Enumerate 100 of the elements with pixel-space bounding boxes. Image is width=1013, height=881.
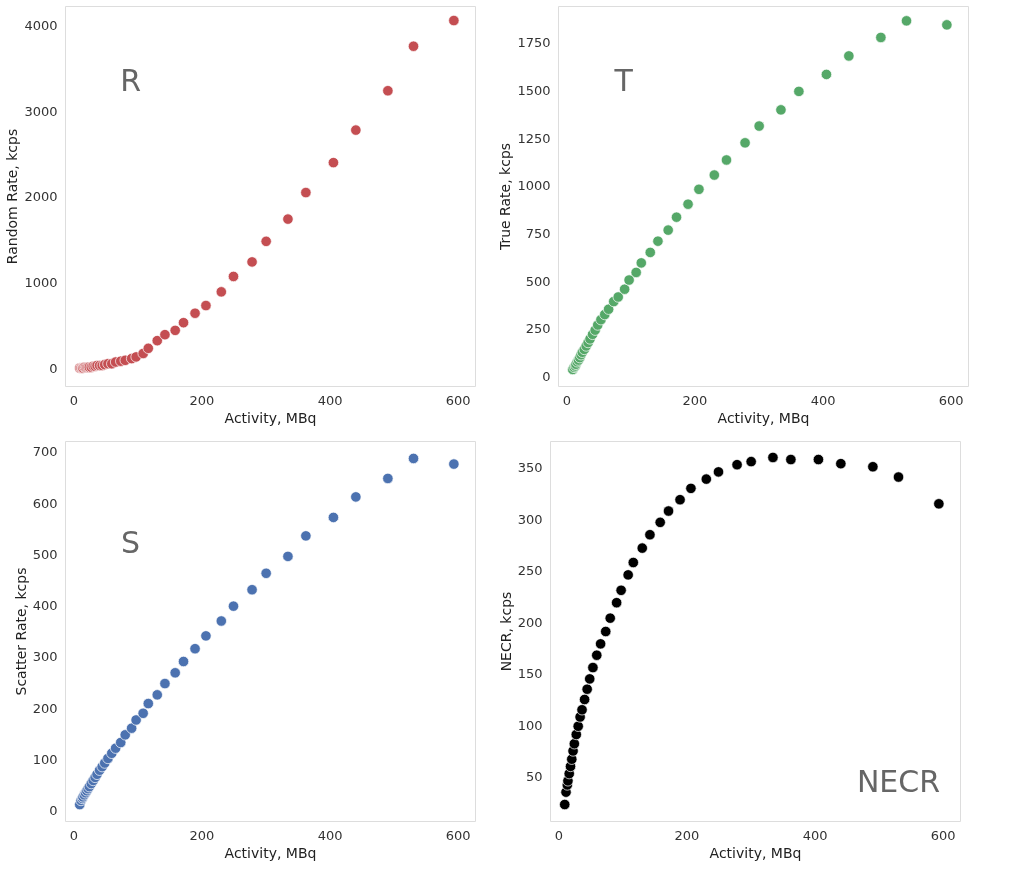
- x-tick-label: 400: [317, 392, 343, 408]
- point: [652, 235, 664, 247]
- point: [611, 597, 623, 609]
- point: [670, 211, 683, 223]
- y-tick-label: 700: [32, 444, 58, 460]
- point: [227, 270, 240, 283]
- point: [169, 324, 181, 336]
- x-tick-label: 200: [189, 392, 215, 408]
- point: [662, 505, 675, 517]
- point: [282, 550, 294, 562]
- point: [753, 120, 765, 132]
- point: [227, 600, 240, 612]
- point: [700, 473, 712, 485]
- y-tick-label: 1000: [517, 178, 551, 194]
- x-tick-label: 400: [810, 392, 836, 408]
- point: [246, 256, 258, 268]
- point: [215, 615, 227, 627]
- point: [867, 461, 879, 473]
- point: [615, 584, 627, 596]
- point: [843, 50, 855, 62]
- y-axis-title: True Rate, kcps: [497, 142, 514, 252]
- x-tick-label: 0: [554, 827, 563, 843]
- point: [739, 137, 751, 149]
- point: [820, 68, 833, 80]
- point: [137, 707, 149, 719]
- y-tick-label: 4000: [24, 18, 58, 34]
- point: [382, 85, 394, 97]
- y-tick-label: 200: [517, 614, 543, 630]
- y-tick-label: 250: [517, 563, 543, 579]
- point: [200, 630, 212, 642]
- point: [933, 498, 945, 510]
- point: [151, 335, 163, 347]
- point: [603, 303, 615, 315]
- point: [587, 661, 599, 674]
- y-tick-label: 3000: [24, 103, 58, 119]
- point: [712, 466, 725, 478]
- point: [448, 458, 460, 470]
- point: [579, 693, 591, 706]
- y-tick-label: 600: [32, 495, 58, 511]
- y-tick-label: 200: [32, 700, 58, 716]
- y-tick-label: 0: [542, 368, 551, 384]
- point: [576, 704, 588, 716]
- point: [142, 342, 154, 354]
- point: [604, 612, 616, 624]
- y-tick-label: 0: [49, 803, 58, 819]
- point: [785, 453, 797, 466]
- point: [300, 186, 312, 199]
- y-tick-label: 2000: [24, 189, 58, 205]
- point: [327, 157, 340, 169]
- x-tick-label: 600: [445, 827, 471, 843]
- y-tick-label: 500: [32, 546, 58, 562]
- point: [600, 625, 612, 638]
- point: [407, 40, 420, 52]
- point: [662, 224, 674, 236]
- point: [644, 529, 656, 541]
- point: [584, 673, 596, 685]
- x-tick-label: 400: [802, 827, 828, 843]
- point: [900, 15, 913, 27]
- point: [793, 85, 805, 97]
- x-axis-title: Activity, MBq: [224, 409, 317, 426]
- point: [627, 556, 639, 569]
- point: [612, 291, 624, 303]
- y-tick-label: 400: [32, 598, 58, 614]
- point: [875, 31, 887, 44]
- point: [200, 299, 212, 312]
- point: [623, 274, 635, 286]
- point: [685, 482, 697, 494]
- point: [260, 235, 272, 247]
- x-tick-label: 600: [445, 392, 471, 408]
- point: [693, 183, 705, 195]
- annotation: T: [613, 63, 634, 98]
- point: [591, 649, 603, 661]
- point: [708, 169, 720, 181]
- y-axis-title: Scatter Rate, kcps: [12, 567, 29, 696]
- y-tick-label: 1500: [517, 83, 551, 99]
- y-tick-label: 0: [49, 360, 58, 376]
- y-tick-label: 150: [517, 666, 543, 682]
- point: [151, 689, 163, 701]
- point: [630, 266, 642, 278]
- point: [812, 453, 825, 466]
- point: [619, 283, 631, 295]
- point: [215, 286, 227, 298]
- x-axis-title: Activity, MBq: [224, 844, 317, 861]
- y-tick-label: 1000: [24, 274, 58, 290]
- y-axis-title: Random Rate, kcps: [4, 128, 21, 265]
- annotation: NECR: [856, 764, 941, 799]
- point: [731, 459, 743, 471]
- y-tick-label: 1250: [517, 130, 551, 146]
- x-tick-label: 200: [189, 827, 215, 843]
- point: [159, 677, 171, 690]
- y-tick-label: 750: [525, 226, 551, 242]
- point: [260, 567, 272, 579]
- x-axis-title: Activity, MBq: [717, 409, 810, 426]
- y-tick-label: 300: [517, 511, 543, 527]
- annotation: R: [120, 63, 142, 98]
- y-axis-title: NECR, kcps: [497, 591, 514, 672]
- point: [246, 584, 258, 596]
- point: [892, 471, 905, 483]
- point: [350, 491, 362, 503]
- point: [350, 124, 362, 136]
